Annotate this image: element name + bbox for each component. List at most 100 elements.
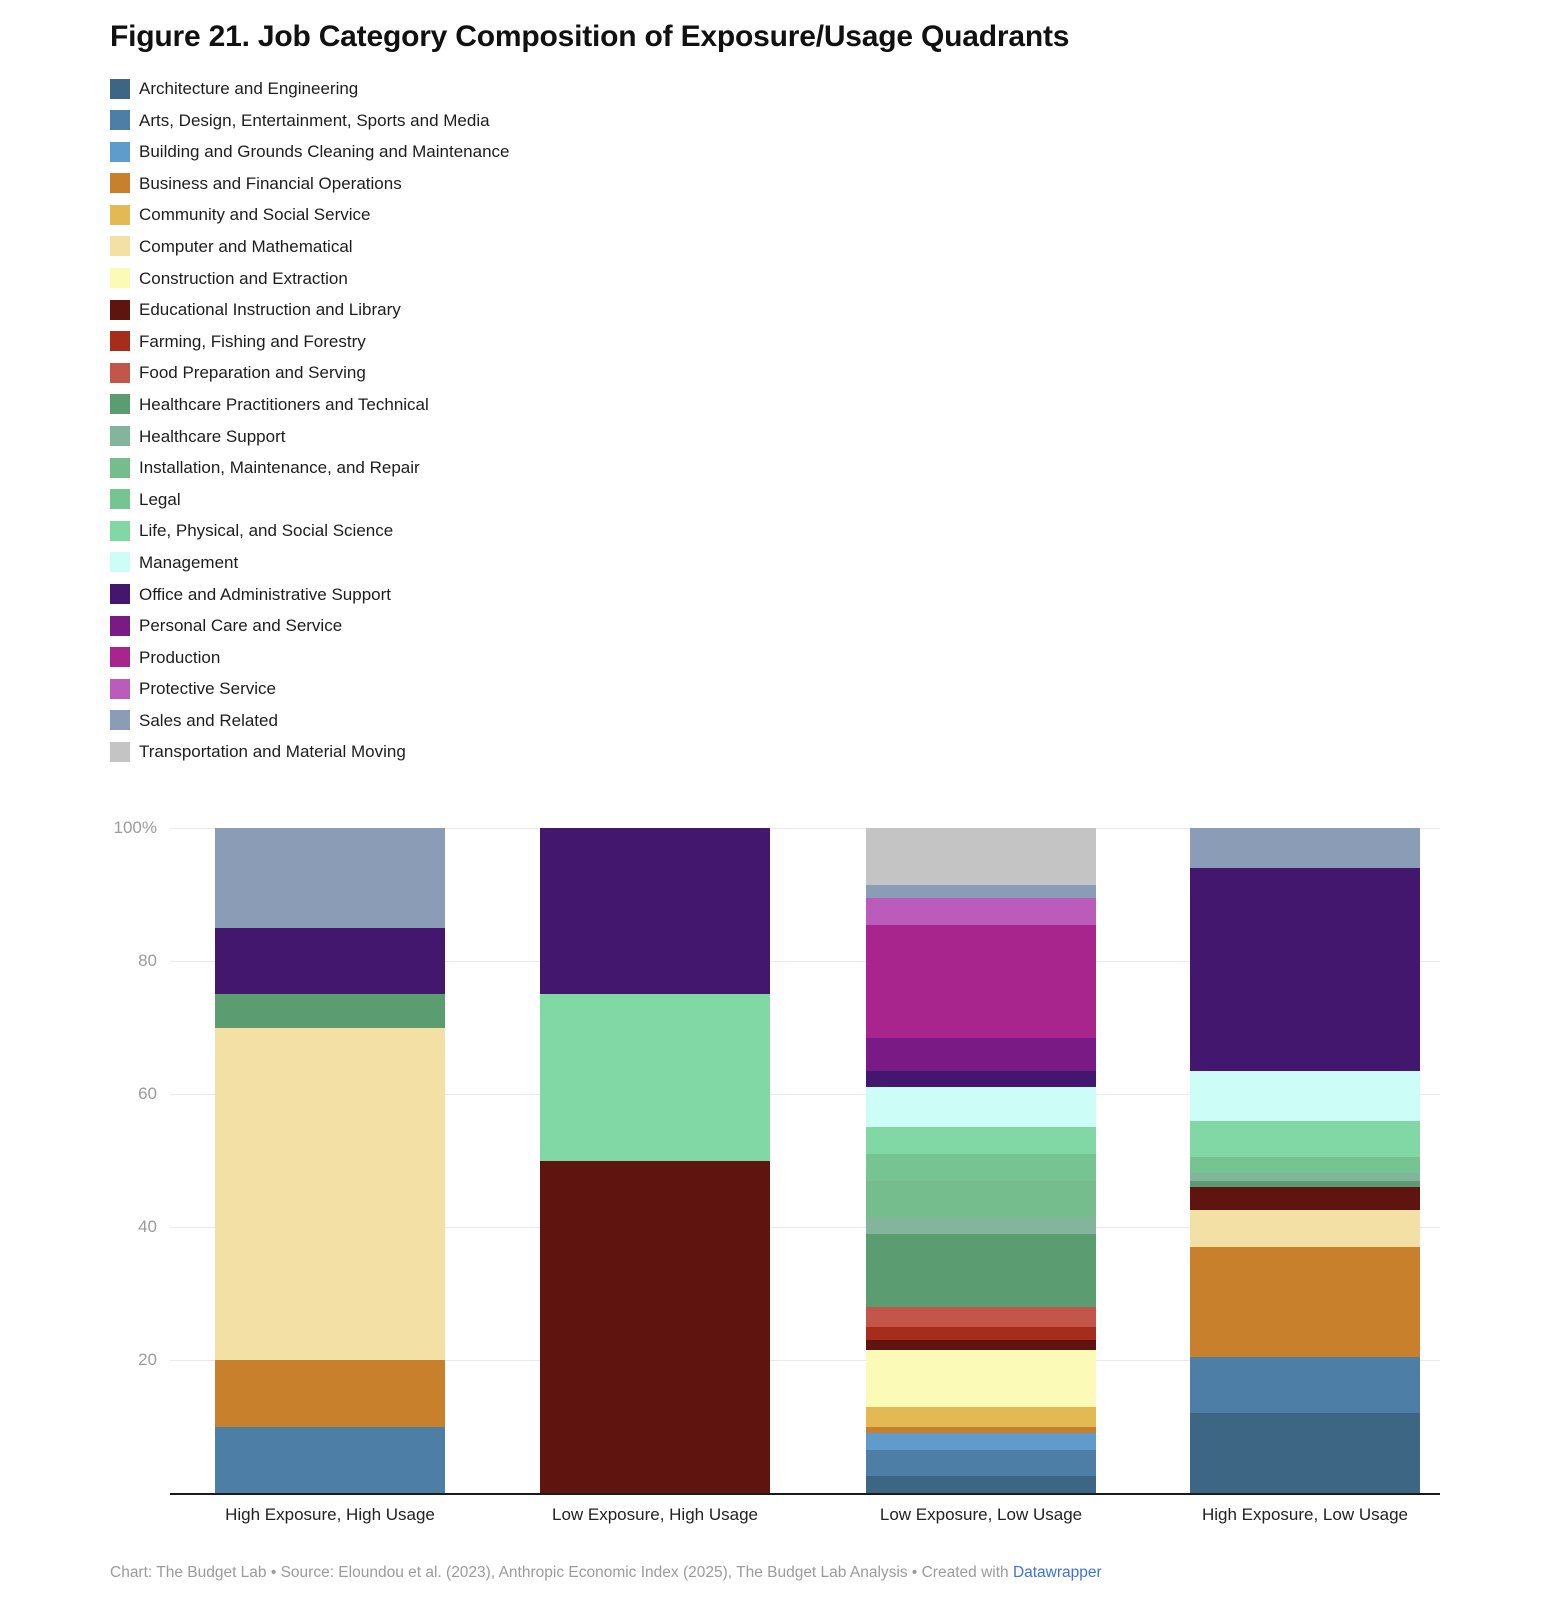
legend-swatch-icon [110, 78, 130, 99]
segment-personal-care-and-service[interactable] [866, 1037, 1096, 1071]
legend-label: Architecture and Engineering [139, 79, 359, 98]
segment-arts-design-entertainment-sports-and-media[interactable] [866, 1449, 1096, 1477]
segment-production[interactable] [866, 924, 1096, 1038]
chart-title: Figure 21. Job Category Composition of E… [110, 20, 1070, 53]
segment-educational-instruction-and-library[interactable] [866, 1340, 1096, 1351]
legend-swatch-icon [110, 236, 130, 257]
segment-protective-service[interactable] [866, 897, 1096, 925]
legend-swatch-icon [110, 299, 130, 320]
segment-healthcare-practitioners-and-technical[interactable] [215, 994, 445, 1028]
legend-label: Community and Social Service [139, 205, 371, 225]
segment-installation-maintenance-and-repair[interactable] [866, 1180, 1096, 1218]
segment-educational-instruction-and-library[interactable] [1190, 1187, 1420, 1211]
segment-farming-fishing-and-forestry[interactable] [866, 1326, 1096, 1341]
legend-swatch-icon [110, 141, 130, 162]
segment-life-physical-and-social-science[interactable] [540, 994, 770, 1161]
legend-item-office-and-administrative-support: Office and Administrative Support [110, 584, 509, 605]
segment-educational-instruction-and-library[interactable] [540, 1160, 770, 1493]
legend-label: Transportation and Material Moving [139, 742, 406, 762]
segment-computer-and-mathematical[interactable] [1190, 1210, 1420, 1247]
segment-life-physical-and-social-science[interactable] [866, 1127, 1096, 1154]
legend-label: Arts, Design, Entertainment, Sports and … [139, 110, 490, 130]
y-tick-label-100: 100% [113, 818, 157, 837]
segment-healthcare-support[interactable] [1190, 1172, 1420, 1181]
segment-business-and-financial-operations[interactable] [866, 1426, 1096, 1434]
segment-management[interactable] [1190, 1070, 1420, 1121]
legend-label: Management [139, 552, 239, 572]
legend-item-personal-care-and-service: Personal Care and Service [110, 615, 509, 636]
legend-label: Life, Physical, and Social Science [139, 521, 394, 541]
legend-swatch-icon [110, 268, 130, 289]
legend-item-architecture-and-engineering: Architecture and Engineering [110, 78, 509, 99]
bar-high-exposure-high-usage [215, 828, 445, 1493]
legend-label: Educational Instruction and Library [139, 300, 401, 320]
datawrapper-link[interactable]: Datawrapper [1012, 1564, 1102, 1581]
legend-item-community-and-social-service: Community and Social Service [110, 204, 509, 225]
legend-item-food-preparation-and-serving: Food Preparation and Serving [110, 362, 509, 383]
segment-food-preparation-and-serving[interactable] [866, 1306, 1096, 1327]
legend-swatch-icon [110, 362, 130, 383]
legend-swatch-icon [110, 647, 130, 668]
legend-label: Building and Grounds Cleaning and Mainte… [139, 142, 510, 162]
segment-healthcare-practitioners-and-technical[interactable] [866, 1233, 1096, 1307]
segment-office-and-administrative-support[interactable] [215, 927, 445, 995]
segment-legal[interactable] [1190, 1157, 1420, 1173]
legend-item-production: Production [110, 647, 509, 668]
segment-business-and-financial-operations[interactable] [215, 1360, 445, 1427]
segment-transportation-and-material-moving[interactable] [866, 828, 1096, 885]
legend-swatch-icon [110, 584, 130, 604]
gridline-100 [170, 828, 1440, 829]
legend-label: Healthcare Practitioners and Technical [139, 394, 429, 414]
segment-architecture-and-engineering[interactable] [866, 1476, 1096, 1493]
legend-item-management: Management [110, 552, 509, 573]
legend-item-business-and-financial-operations: Business and Financial Operations [110, 173, 509, 194]
segment-arts-design-entertainment-sports-and-media[interactable] [1190, 1356, 1420, 1414]
legend-swatch-icon [110, 110, 130, 131]
segment-building-and-grounds-cleaning-and-maintenance[interactable] [866, 1433, 1096, 1450]
legend-swatch-icon [110, 615, 130, 636]
x-axis-label-high-exposure-high-usage: High Exposure, High Usage [225, 1505, 435, 1524]
legend-swatch-icon [110, 394, 130, 415]
legend-item-farming-fishing-and-forestry: Farming, Fishing and Forestry [110, 331, 509, 352]
gridline-40 [170, 1227, 1440, 1228]
segment-sales-and-related[interactable] [1190, 828, 1420, 868]
segment-healthcare-support[interactable] [866, 1217, 1096, 1234]
legend-swatch-icon [110, 173, 130, 194]
legend-label: Protective Service [139, 679, 276, 699]
legend-item-healthcare-support: Healthcare Support [110, 426, 509, 447]
legend-item-protective-service: Protective Service [110, 678, 509, 699]
legend-label: Construction and Extraction [139, 268, 348, 288]
legend-label: Farming, Fishing and Forestry [139, 331, 366, 351]
legend-item-construction-and-extraction: Construction and Extraction [110, 268, 509, 289]
legend-swatch-icon [110, 204, 130, 225]
segment-office-and-administrative-support[interactable] [540, 828, 770, 995]
legend-label: Production [139, 647, 221, 667]
segment-computer-and-mathematical[interactable] [215, 1027, 445, 1360]
legend-swatch-icon [110, 426, 130, 447]
segment-construction-and-extraction[interactable] [866, 1350, 1096, 1407]
segment-community-and-social-service[interactable] [866, 1406, 1096, 1427]
segment-office-and-administrative-support[interactable] [1190, 868, 1420, 1071]
segment-life-physical-and-social-science[interactable] [1190, 1120, 1420, 1158]
legend-item-transportation-and-material-moving: Transportation and Material Moving [110, 741, 509, 762]
legend-item-legal: Legal [110, 489, 509, 510]
bar-high-exposure-low-usage [1190, 828, 1420, 1493]
segment-architecture-and-engineering[interactable] [1190, 1413, 1420, 1493]
segment-office-and-administrative-support[interactable] [866, 1070, 1096, 1088]
legend-swatch-icon [110, 678, 130, 699]
legend-label: Sales and Related [139, 710, 278, 730]
segment-sales-and-related[interactable] [215, 828, 445, 928]
segment-legal[interactable] [866, 1153, 1096, 1181]
segment-arts-design-entertainment-sports-and-media[interactable] [215, 1426, 445, 1493]
segment-business-and-financial-operations[interactable] [1190, 1246, 1420, 1357]
x-axis-label-high-exposure-low-usage: High Exposure, Low Usage [1201, 1505, 1408, 1524]
bar-low-exposure-low-usage [866, 828, 1096, 1493]
footer: Chart: The Budget Lab • Source: Eloundou… [110, 1564, 1102, 1582]
legend-label: Office and Administrative Support [139, 584, 391, 604]
segment-sales-and-related[interactable] [866, 884, 1096, 898]
y-tick-label-20: 20 [138, 1350, 157, 1369]
segment-management[interactable] [866, 1087, 1096, 1128]
segment-healthcare-practitioners-and-technical[interactable] [1190, 1180, 1420, 1188]
